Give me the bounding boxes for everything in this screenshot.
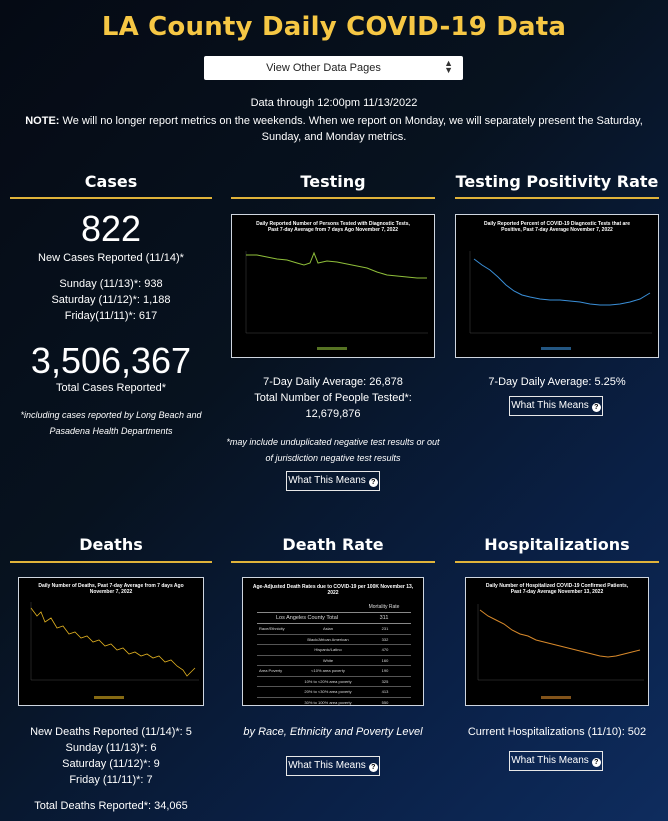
deaths-new: New Deaths Reported (11/14)*: 5 (30, 726, 192, 738)
positivity-series-line (473, 258, 651, 306)
cases-saturday: Saturday (11/12)*: 1,188 (51, 294, 171, 306)
county-total-label: Los Angeles County Total (276, 615, 338, 621)
cases-rule (10, 197, 212, 199)
deaths-series-line (30, 607, 196, 677)
data-through: Data through 12:00pm 11/13/2022 (250, 97, 418, 109)
death-rate-what-this-means-button[interactable]: What This Means? (286, 756, 380, 776)
hospitalizations-rule (455, 561, 659, 563)
cases-heading: Cases (84, 172, 138, 191)
death-rate-row: 10% to <20% area poverty 325 (257, 677, 411, 687)
death-rate-label: White (322, 657, 334, 663)
deaths-friday: Friday (11/11)*: 7 (69, 774, 153, 786)
deaths-total: Total Deaths Reported*: 34,065 (34, 800, 188, 812)
death-rate-chart-title: Age-Adjusted Death Rates due to COVID-19… (252, 584, 414, 596)
testing-footnote: *may include unduplicated negative test … (226, 437, 440, 463)
testing-heading: Testing (300, 172, 366, 191)
death-rate-label: 30% to 100% area poverty (304, 699, 352, 705)
page-title: LA County Daily COVID-19 Data (101, 12, 567, 42)
death-rate-value: 332 (381, 636, 389, 642)
weekend-note: NOTE: We will no longer report metrics o… (10, 113, 658, 145)
question-icon: ? (591, 403, 601, 412)
hospitalizations-heading: Hospitalizations (484, 535, 630, 554)
hospitalizations-button-label: What This Means (511, 755, 589, 766)
positivity-chart: Daily Reported Percent of COVID-19 Diagn… (455, 214, 659, 358)
death-rate-label: Asian (322, 626, 333, 632)
death-rate-row: White 160 (257, 656, 411, 666)
death-rate-value: 550 (381, 699, 389, 705)
positivity-button-label: What This Means (511, 400, 589, 411)
death-rate-label: Hispanic/Latino (314, 647, 342, 653)
question-icon: ? (591, 758, 601, 767)
positivity-heading: Testing Positivity Rate (455, 172, 659, 191)
hospitalizations-current: Current Hospitalizations (11/10): 502 (467, 726, 647, 738)
updown-chevron-icon: ▲ ▼ (444, 58, 453, 75)
deaths-sunday: Sunday (11/13)*: 6 (65, 742, 157, 754)
testing-what-this-means-button[interactable]: What This Means? (286, 471, 380, 491)
death-rate-label: <10% area poverty (311, 668, 345, 674)
death-rate-label: Black/African American (307, 636, 349, 642)
positivity-avg: 7-Day Daily Average: 5.25% (488, 376, 626, 388)
testing-chart: Daily Reported Number of Persons Tested … (231, 214, 435, 358)
death-rate-table: Mortality Rate Los Angeles County Total … (257, 604, 411, 706)
death-rate-value: 190 (381, 668, 389, 674)
positivity-what-this-means-button[interactable]: What This Means? (509, 396, 603, 416)
mortality-rate-header: Mortality Rate (368, 604, 400, 610)
death-rate-group: Area Poverty (259, 668, 283, 674)
death-rate-row: 20% to <30% area poverty 413 (257, 687, 411, 698)
testing-avg: 7-Day Daily Average: 26,878 (263, 376, 403, 388)
positivity-rule (455, 197, 659, 199)
death-rate-row: Hispanic/Latino 470 (257, 645, 411, 656)
select-label: View Other Data Pages (266, 62, 381, 74)
data-pages-select[interactable]: View Other Data Pages ▲ ▼ (204, 56, 463, 80)
positivity-chart-title: Daily Reported Percent of COVID-19 Diagn… (483, 221, 631, 233)
cases-friday: Friday(11/11)*: 617 (64, 310, 158, 322)
cases-sunday: Sunday (11/13)*: 938 (59, 278, 163, 290)
deaths-chart: Daily Number of Deaths, Past 7-day Avera… (18, 577, 204, 706)
total-cases-label: Total Cases Reported* (55, 382, 167, 394)
county-total-value: 311 (379, 615, 389, 621)
testing-total: 12,679,876 (305, 408, 361, 420)
death-rate-caption: by Race, Ethnicity and Poverty Level (243, 726, 423, 738)
death-rate-group: Race/Ethnicity (259, 626, 285, 632)
testing-button-label: What This Means (288, 475, 366, 486)
death-rate-value: 413 (381, 689, 389, 695)
testing-series-line (246, 251, 427, 279)
hospitalizations-series-line (479, 609, 641, 658)
hospitalizations-what-this-means-button[interactable]: What This Means? (509, 751, 603, 771)
death-rate-value: 325 (381, 678, 389, 684)
deaths-heading: Deaths (79, 535, 143, 554)
hospitalizations-chart-title: Daily Number of Hospitalized COVID-19 Co… (485, 583, 629, 595)
death-rate-button-label: What This Means (288, 760, 366, 771)
death-rate-row: Area Poverty <10% area poverty 190 (257, 666, 411, 677)
note-prefix: NOTE: (25, 115, 60, 127)
deaths-saturday: Saturday (11/12)*: 9 (62, 758, 160, 770)
death-rate-table-chart: Age-Adjusted Death Rates due to COVID-19… (242, 577, 424, 706)
death-rate-value: 231 (381, 626, 389, 632)
death-rate-row: Race/Ethnicity Asian 231 (257, 624, 411, 635)
hospitalizations-chart: Daily Number of Hospitalized COVID-19 Co… (465, 577, 649, 706)
deaths-rule (10, 561, 212, 563)
deaths-chart-title: Daily Number of Deaths, Past 7-day Avera… (38, 583, 184, 595)
cases-footnote: *including cases reported by Long Beach … (20, 410, 202, 436)
question-icon: ? (368, 478, 378, 487)
death-rate-label: 20% to <30% area poverty (304, 689, 352, 695)
death-rate-row: 30% to 100% area poverty 550 (257, 698, 411, 706)
death-rate-value: 470 (381, 647, 389, 653)
death-rate-row: Black/African American 332 (257, 635, 411, 645)
death-rate-value: 160 (381, 657, 389, 663)
death-rate-rule (231, 561, 435, 563)
death-rate-label: 10% to <20% area poverty (304, 678, 352, 684)
death-rate-heading: Death Rate (282, 535, 384, 554)
total-cases-count: 3,506,367 (30, 340, 192, 381)
new-cases-label: New Cases Reported (11/14)* (38, 252, 184, 264)
testing-rule (231, 197, 435, 199)
note-text: We will no longer report metrics on the … (59, 115, 643, 143)
testing-chart-title: Daily Reported Number of Persons Tested … (256, 221, 410, 233)
testing-total-label: Total Number of People Tested*: (254, 392, 412, 404)
question-icon: ? (368, 763, 378, 772)
new-cases-count: 822 (80, 208, 142, 249)
